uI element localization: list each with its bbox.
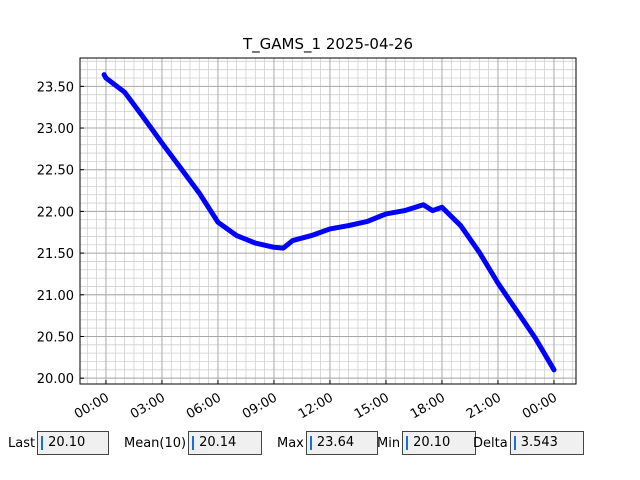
stat-label: Max — [277, 435, 304, 451]
x-tick-label: 21:00 — [464, 390, 504, 422]
y-tick-label: 23.50 — [37, 80, 74, 95]
stat-value: 20.14 — [188, 431, 263, 455]
x-tick-label: 15:00 — [352, 390, 392, 422]
stat-label: Delta — [473, 435, 508, 451]
stat: Mean(10) 20.14 — [124, 430, 263, 456]
stat-label: Mean(10) — [124, 435, 187, 451]
y-tick-label: 21.00 — [37, 289, 74, 304]
chart-title: T_GAMS_1 2025-04-26 — [242, 35, 413, 54]
x-tick-label: 00:00 — [72, 390, 112, 422]
stats-bar: Last 20.10 Mean(10) 20.14 Max 23.64 Min 20.10 De… — [0, 430, 640, 460]
data-line — [101, 72, 557, 373]
stat-label: Last — [8, 435, 36, 451]
x-tick-label: 12:00 — [296, 390, 336, 422]
plot-frame — [79, 57, 577, 385]
chart: T_GAMS_1 2025-04-26 20.00 20.50 21.00 21.50… — [37, 35, 577, 422]
stat: Min 20.10 — [377, 430, 477, 456]
y-tick-label: 23.00 — [37, 122, 74, 137]
x-tick-label: 06:00 — [184, 390, 224, 422]
stat: Delta 3.543 — [473, 430, 584, 456]
stat-value: 20.10 — [402, 431, 477, 455]
y-tick-label: 20.50 — [37, 330, 74, 345]
y-tick-label: 22.00 — [37, 205, 74, 220]
x-tick-label: 03:00 — [128, 390, 168, 422]
y-tick-label: 20.00 — [37, 372, 74, 387]
stat-value: 23.64 — [305, 431, 378, 455]
y-tick-label: 22.50 — [37, 164, 74, 179]
stat: Max 23.64 — [277, 430, 378, 456]
x-tick-label: 00:00 — [520, 390, 560, 422]
grid — [80, 58, 576, 384]
x-tick-label: 18:00 — [408, 390, 448, 422]
y-tick-label: 21.50 — [37, 247, 74, 262]
stat-value: 3.543 — [509, 431, 584, 455]
stat: Last 20.10 — [8, 430, 110, 456]
stat-value: 20.10 — [37, 431, 110, 455]
stat-label: Min — [377, 435, 401, 451]
x-tick-label: 09:00 — [240, 390, 280, 422]
